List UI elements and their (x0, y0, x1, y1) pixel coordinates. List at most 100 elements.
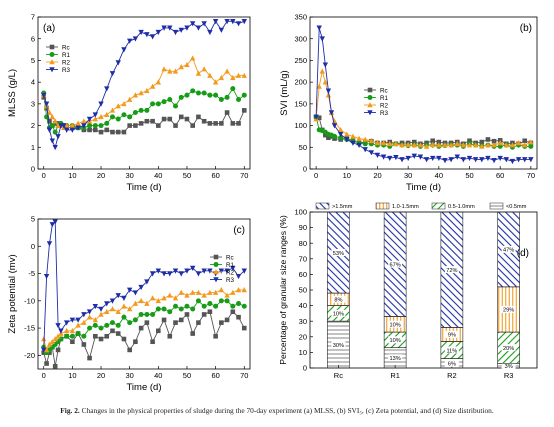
y-tick-label: 100 (294, 208, 307, 217)
data-point (172, 68, 179, 74)
data-point (319, 36, 325, 42)
data-point (173, 320, 178, 325)
data-point (69, 122, 76, 128)
data-point (201, 21, 207, 27)
data-point (115, 103, 121, 109)
data-point (41, 92, 47, 99)
data-point (190, 123, 196, 128)
legend-label: >1.5mm (332, 204, 353, 210)
data-point (69, 127, 76, 133)
data-point (331, 118, 338, 124)
data-point (161, 66, 167, 72)
data-point (98, 113, 104, 120)
data-point (92, 333, 98, 339)
data-point (161, 99, 167, 105)
data-point (150, 339, 155, 345)
legend-label: <0.5mm (506, 204, 527, 210)
data-point (328, 110, 335, 116)
data-point (466, 155, 473, 162)
data-point (230, 309, 236, 315)
data-point (49, 338, 56, 345)
data-point (98, 325, 104, 331)
data-point (322, 62, 329, 68)
y-tick-label: -10 (24, 296, 35, 305)
data-point (155, 79, 162, 85)
data-point (491, 142, 497, 148)
data-point (522, 138, 528, 144)
data-point (161, 306, 167, 312)
x-tick-label: 30 (126, 171, 134, 180)
y-tick-label: 70 (299, 254, 307, 263)
data-point (52, 118, 58, 124)
data-point (104, 111, 110, 118)
data-point (235, 287, 242, 293)
data-point (178, 317, 184, 323)
panel-label: (c) (233, 225, 245, 236)
data-point (472, 142, 479, 148)
x-tick-label: R3 (504, 371, 514, 380)
data-point (156, 123, 161, 128)
data-point (230, 86, 236, 92)
data-label-bg (501, 245, 516, 253)
size-distribution-chart: 0 10 20 30 40 50 60 70 80 90 100 Percentage of gran… (278, 202, 538, 380)
data-point (241, 325, 247, 331)
data-point (75, 125, 81, 131)
legend-label: 1.0-1.5mm (392, 204, 419, 210)
plot-frame (37, 16, 251, 170)
data-point (224, 317, 230, 323)
data-point (109, 320, 115, 326)
data-point (149, 83, 156, 89)
data-point (399, 142, 405, 148)
data-label-bg (331, 295, 346, 303)
data-label: 11% (446, 348, 457, 354)
data-point (423, 143, 430, 149)
data-point (230, 265, 236, 271)
data-point (195, 70, 202, 76)
legend-marker (213, 277, 219, 283)
data-point (138, 311, 144, 317)
y-tick-label: -20 (24, 351, 35, 360)
data-point (485, 137, 491, 142)
data-point (104, 86, 110, 92)
data-point (178, 27, 184, 33)
y-axis-label: Percentage of granular size ranges (%) (278, 215, 288, 365)
data-point (47, 350, 52, 355)
panel-label: (d) (517, 248, 529, 259)
y-tick-label: 200 (294, 78, 307, 87)
data-point (184, 61, 190, 68)
data-point (155, 306, 161, 312)
x-tick-label: 60 (211, 371, 219, 380)
legend-label: R1 (226, 262, 235, 269)
data-point (218, 287, 225, 293)
data-label-bg (501, 305, 516, 313)
legend-marker (49, 44, 55, 50)
data-point (219, 121, 224, 126)
data-point (173, 123, 178, 128)
data-point (43, 347, 50, 353)
data-point (362, 147, 368, 153)
data-point (423, 157, 430, 163)
data-label: 20% (503, 346, 514, 352)
data-point (150, 118, 155, 124)
data-point (167, 333, 173, 339)
data-point (109, 71, 116, 77)
data-point (509, 142, 516, 148)
x-tick-label: 60 (211, 171, 219, 180)
data-point (331, 123, 338, 129)
data-label-bg (444, 266, 459, 274)
data-point (184, 268, 190, 274)
legend-swatch (489, 202, 504, 210)
data-point (417, 142, 424, 148)
bar-stack-R2: 6% 11% 9% 72% (440, 211, 464, 369)
data-point (115, 129, 121, 135)
data-point (224, 298, 230, 304)
x-tick-label: 50 (183, 371, 191, 380)
data-point (92, 127, 98, 133)
data-point (69, 333, 75, 339)
data-point (126, 287, 133, 293)
data-point (172, 29, 179, 36)
data-point (55, 323, 61, 329)
data-point (325, 92, 332, 98)
data-point (61, 123, 67, 129)
series-R2 (41, 287, 247, 353)
